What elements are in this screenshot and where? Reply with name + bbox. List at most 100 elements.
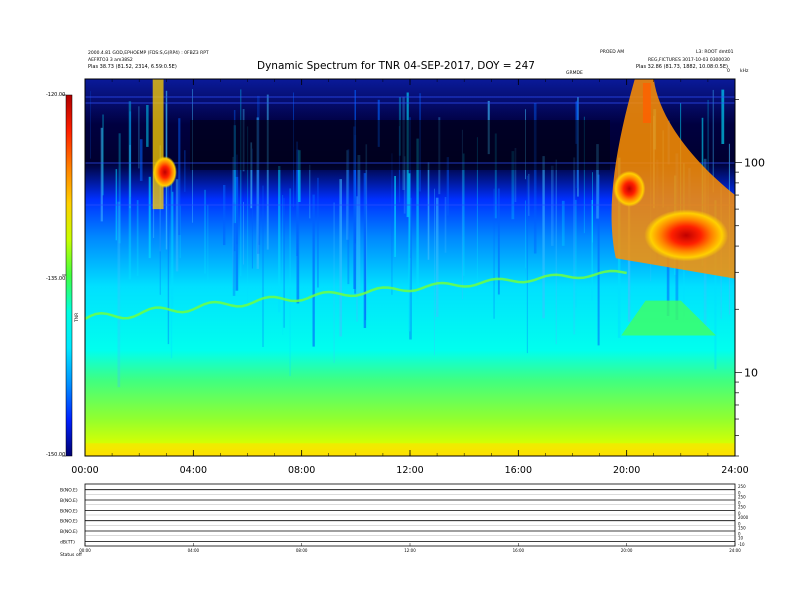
spectrogram-streak [365, 144, 368, 315]
spectrogram-streak [596, 144, 599, 219]
burst-features [85, 79, 735, 456]
hk-time-label: 08:00 [296, 548, 308, 553]
hk-row-min: -10 [738, 542, 745, 547]
type-ii-burst-core-lower [644, 209, 729, 262]
spectrogram-streak [309, 164, 311, 219]
spectrogram-streak [243, 201, 244, 265]
hk-row-max: 250 [738, 484, 746, 489]
spectrogram-streak [282, 195, 284, 335]
spectrogram-streak [317, 177, 319, 288]
chart-title: Dynamic Spectrum for TNR 04-SEP-2017, DO… [257, 60, 535, 72]
header-right-top-a: PROED AM [600, 50, 625, 55]
x-axis: 00:00 04:00 08:00 12:00 16:00 20:00 24:00 [71, 79, 749, 476]
colorbar-top-label: -120.00 [46, 92, 66, 98]
x-tick-label: 16:00 [505, 465, 532, 476]
right-axis-corner: 0 [727, 69, 730, 74]
spectrogram-streak [262, 185, 264, 347]
hk-time-label: 04:00 [188, 548, 200, 553]
spectrogram-streak [247, 126, 249, 305]
spectrogram-streak [526, 175, 528, 354]
type-ii-green-wedge [621, 300, 717, 336]
hk-row-min: 0 [738, 532, 741, 537]
header-left-line3: Plas 38.73 (81.52, 2314, 6.59:0.5E) [88, 64, 177, 70]
spectrogram-streak [298, 150, 301, 202]
spectrogram-streak [714, 200, 717, 370]
spectrogram-streak [555, 159, 557, 345]
spectrogram-streak [256, 117, 259, 269]
spectrogram-streak [278, 166, 281, 313]
spectrogram-streak [542, 156, 545, 319]
spectrogram-streak [357, 155, 361, 296]
spectrogram-streak [232, 156, 234, 289]
plasma-line [85, 269, 627, 321]
spectrogram-streak [354, 135, 357, 294]
spectrogram-streak [409, 197, 412, 340]
x-tick-label: 20:00 [613, 465, 640, 476]
hk-row-label: B(NO.E) [60, 508, 78, 514]
spectrogram-streak [591, 200, 593, 301]
hk-row-max: 2000 [738, 515, 749, 520]
spectrogram-streak [102, 114, 104, 196]
spectrogram-streak [346, 150, 349, 240]
spectrogram-streak [721, 89, 725, 144]
spectrogram-streak [223, 185, 226, 246]
spectrogram-streak [184, 150, 186, 192]
spectrogram-streak [170, 174, 173, 359]
spectrogram-streak [461, 129, 463, 300]
hk-time-label: 20:00 [621, 548, 633, 553]
spectrogram-streaks [85, 89, 735, 388]
hk-time-label: 12:00 [404, 548, 416, 553]
spectrogram-streak [167, 176, 170, 345]
type-iii-burst-core [152, 156, 177, 189]
spectrogram-streak [138, 106, 140, 169]
hk-row-max: 250 [738, 505, 746, 510]
spectrogram-streak [575, 199, 577, 308]
spectrogram-streak [525, 200, 526, 269]
spectrogram-streak [204, 189, 206, 274]
spectrogram-streak [258, 203, 261, 245]
spectrogram-streak [233, 125, 236, 224]
spectrogram-streak [240, 89, 242, 277]
x-tick-label: 12:00 [396, 465, 423, 476]
colorbar-mid-label: -135.00 [46, 276, 66, 282]
spectrogram-streak [232, 202, 236, 296]
spectrogram-streak [493, 188, 495, 319]
type-iii-burst-column [152, 79, 164, 210]
hk-row-label: B(NO.E) [60, 519, 78, 525]
burst-marker-label: GRMDE [566, 71, 583, 76]
spectrogram-streak [159, 158, 161, 295]
lower-yellow-band [85, 443, 735, 456]
hk-row-label: dB(TT) [60, 539, 75, 545]
spectrogram-streak [129, 144, 131, 209]
spectrogram-streak [561, 200, 565, 246]
spectrogram-streak [146, 105, 149, 147]
spectrogram-streak [117, 201, 121, 388]
spectrogram-streak [408, 173, 411, 332]
type-ii-burst-core-upper [613, 170, 646, 207]
spectrogram-streak [712, 89, 714, 193]
header-right-line3: Plas 32.86 (81.73, 1882, 10.08:0.5E) [636, 64, 728, 70]
spectrogram-streak [427, 162, 430, 260]
spectrogram-streak [233, 110, 236, 252]
hk-time-label: 24:00 [729, 548, 741, 553]
low-intensity-band [190, 120, 610, 170]
spectrogram-streak [178, 118, 181, 235]
spectrogram-streak [90, 91, 91, 159]
spectrogram-streak [250, 142, 253, 209]
status-label: Status [60, 553, 75, 558]
spectrogram-streak [257, 95, 260, 254]
colorbar [66, 95, 72, 456]
spectrogram-streak [434, 188, 435, 356]
spectrogram-streak [296, 149, 300, 304]
spectrogram-streak [100, 127, 103, 222]
spectrogram-streak [444, 197, 447, 253]
spectrogram-streak [476, 137, 478, 291]
spectrogram-streak [312, 194, 315, 347]
spectrogram-streak [207, 204, 209, 280]
spectrogram-streak [175, 179, 179, 272]
spectrogram-streak [533, 103, 537, 254]
hk-row-min: 0 [738, 521, 741, 526]
spectrogram-streak [283, 197, 285, 328]
spectrogram-streak [494, 133, 497, 219]
